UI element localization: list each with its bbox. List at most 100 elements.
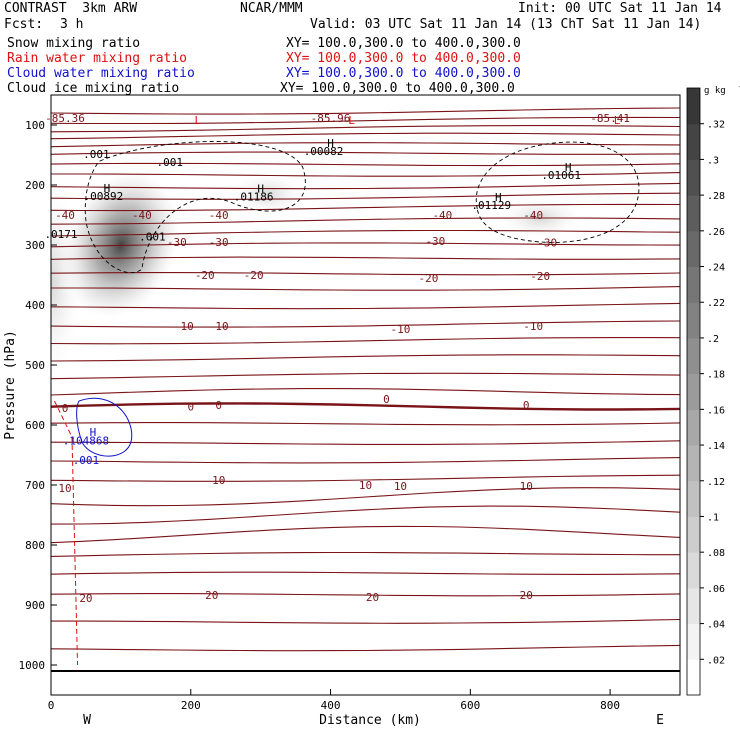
extremum-annotation: L [614, 114, 621, 127]
colorbar-tick-label: .04 [707, 620, 725, 631]
isotherm-line [51, 151, 680, 155]
field-cloud-ice-name: Cloud ice mixing ratio [7, 81, 180, 96]
snow-left-shade [51, 186, 81, 376]
temperature-label: -10 [391, 323, 411, 336]
temperature-label: 20 [79, 592, 92, 605]
colorbar-tick-label: .08 [707, 548, 725, 559]
temperature-label: 0 [383, 393, 390, 406]
colorbar-tick-label: .02 [707, 655, 725, 666]
y-tick-label: 700 [25, 479, 45, 492]
isotherm-line [51, 182, 680, 190]
isotherm-line [51, 388, 680, 396]
colorbar-segment [687, 552, 700, 589]
y-tick-label: 400 [25, 299, 45, 312]
temperature-label: 0 [62, 402, 69, 415]
temperature-label: 10 [359, 479, 372, 492]
extremum-annotation: H [495, 191, 502, 204]
west-label: W [83, 713, 91, 728]
extremum-annotation: .104868 [63, 435, 109, 448]
x-axis-label: Distance (km) [319, 713, 421, 728]
isotherm-line [51, 644, 680, 652]
isotherm-line [51, 474, 680, 482]
field-rain-name: Rain water mixing ratio [7, 51, 188, 66]
x-tick-label: 200 [181, 699, 201, 712]
y-tick-label: 200 [25, 179, 45, 192]
cloud-ice-contour-west [84, 141, 306, 274]
temperature-label: -40 [209, 209, 229, 222]
colorbar-tick-label: .24 [707, 263, 725, 274]
plot-area [51, 107, 680, 672]
temperature-label: -85.36 [45, 112, 85, 125]
colorbar-unit: g kg [704, 86, 726, 96]
colorbar-tick-label: .12 [707, 477, 725, 488]
isotherm-line [51, 302, 680, 310]
temperature-label: 0 [523, 399, 530, 412]
init-time: Init: 00 UTC Sat 11 Jan 14 [518, 1, 722, 16]
y-tick-label: 600 [25, 419, 45, 432]
isotherm-line [51, 551, 680, 557]
colorbar-segment [687, 480, 700, 517]
isotherm-line [51, 402, 680, 411]
isotherm-line [51, 440, 680, 445]
extremum-annotation: H [257, 183, 264, 196]
temperature-label: -40 [132, 209, 152, 222]
y-tick-label: 800 [25, 539, 45, 552]
isotherm-line [51, 172, 680, 177]
isotherm-line [51, 354, 680, 362]
snow-mid-shade [232, 174, 303, 214]
extremum-annotation: H [565, 161, 572, 174]
extremum-annotation: .01186 [234, 190, 274, 203]
extremum-annotation: .01061 [541, 169, 581, 182]
isotherm-line [51, 242, 680, 248]
cloud-ice-contour-east [475, 141, 640, 243]
isotherm-line [51, 116, 680, 125]
field-cloud-ice-xy: XY= 100.0,300.0 to 400.0,300.0 [280, 81, 515, 96]
temperature-label: 0 [187, 400, 194, 413]
colorbar-segment [687, 123, 700, 160]
colorbar-tick-label: .06 [707, 584, 725, 595]
extremum-annotation: .01129 [471, 199, 511, 212]
colorbar-tick-label: .22 [707, 298, 725, 309]
temperature-label: 20 [520, 589, 533, 602]
x-tick-label: 0 [48, 699, 55, 712]
isotherm-line [51, 217, 680, 225]
isotherm-line [51, 142, 680, 148]
colorbar-segment [687, 516, 700, 553]
east-label: E [656, 713, 664, 728]
colorbar-tick-label: .1 [707, 512, 719, 523]
temperature-label: -20 [418, 272, 438, 285]
colorbar-tick-label: .32 [707, 120, 725, 131]
extremum-annotation: L [194, 114, 201, 127]
isotherm-line [51, 162, 680, 167]
colorbar-segment [687, 623, 700, 660]
temperature-label: -30 [425, 235, 445, 248]
extremum-annotation: .001 [139, 231, 166, 244]
extremum-annotation: .001 [157, 156, 184, 169]
extremum-annotation: .001 [83, 148, 110, 161]
colorbar-segment [687, 587, 700, 625]
cloud-water-contour [76, 397, 133, 457]
isotherm-line [51, 132, 680, 140]
isotherm-line [51, 192, 680, 200]
colorbar-tick-label: .3 [707, 155, 719, 166]
extremum-annotation: .0171 [44, 228, 77, 241]
isotherm-line [51, 505, 680, 525]
colorbar-segment [687, 266, 700, 303]
colorbar-segment [687, 373, 700, 410]
isotherm-line [51, 203, 680, 212]
isotherm-line [51, 571, 680, 575]
extremum-annotation: L [348, 114, 355, 127]
model-title: CONTRAST 3km ARW [4, 1, 138, 16]
temperature-label: -40 [523, 209, 543, 222]
y-tick-label: 900 [25, 599, 45, 612]
isotherm-line [51, 337, 680, 345]
colorbar-segment [687, 337, 700, 375]
isotherm-line [51, 457, 680, 464]
temperature-label: -10 [174, 320, 194, 333]
x-tick-label: 600 [460, 699, 480, 712]
colorbar-tick-label: .26 [707, 227, 725, 238]
isotherm-line [51, 487, 680, 507]
temperature-label: 20 [205, 589, 218, 602]
temperature-label: 20 [366, 591, 379, 604]
